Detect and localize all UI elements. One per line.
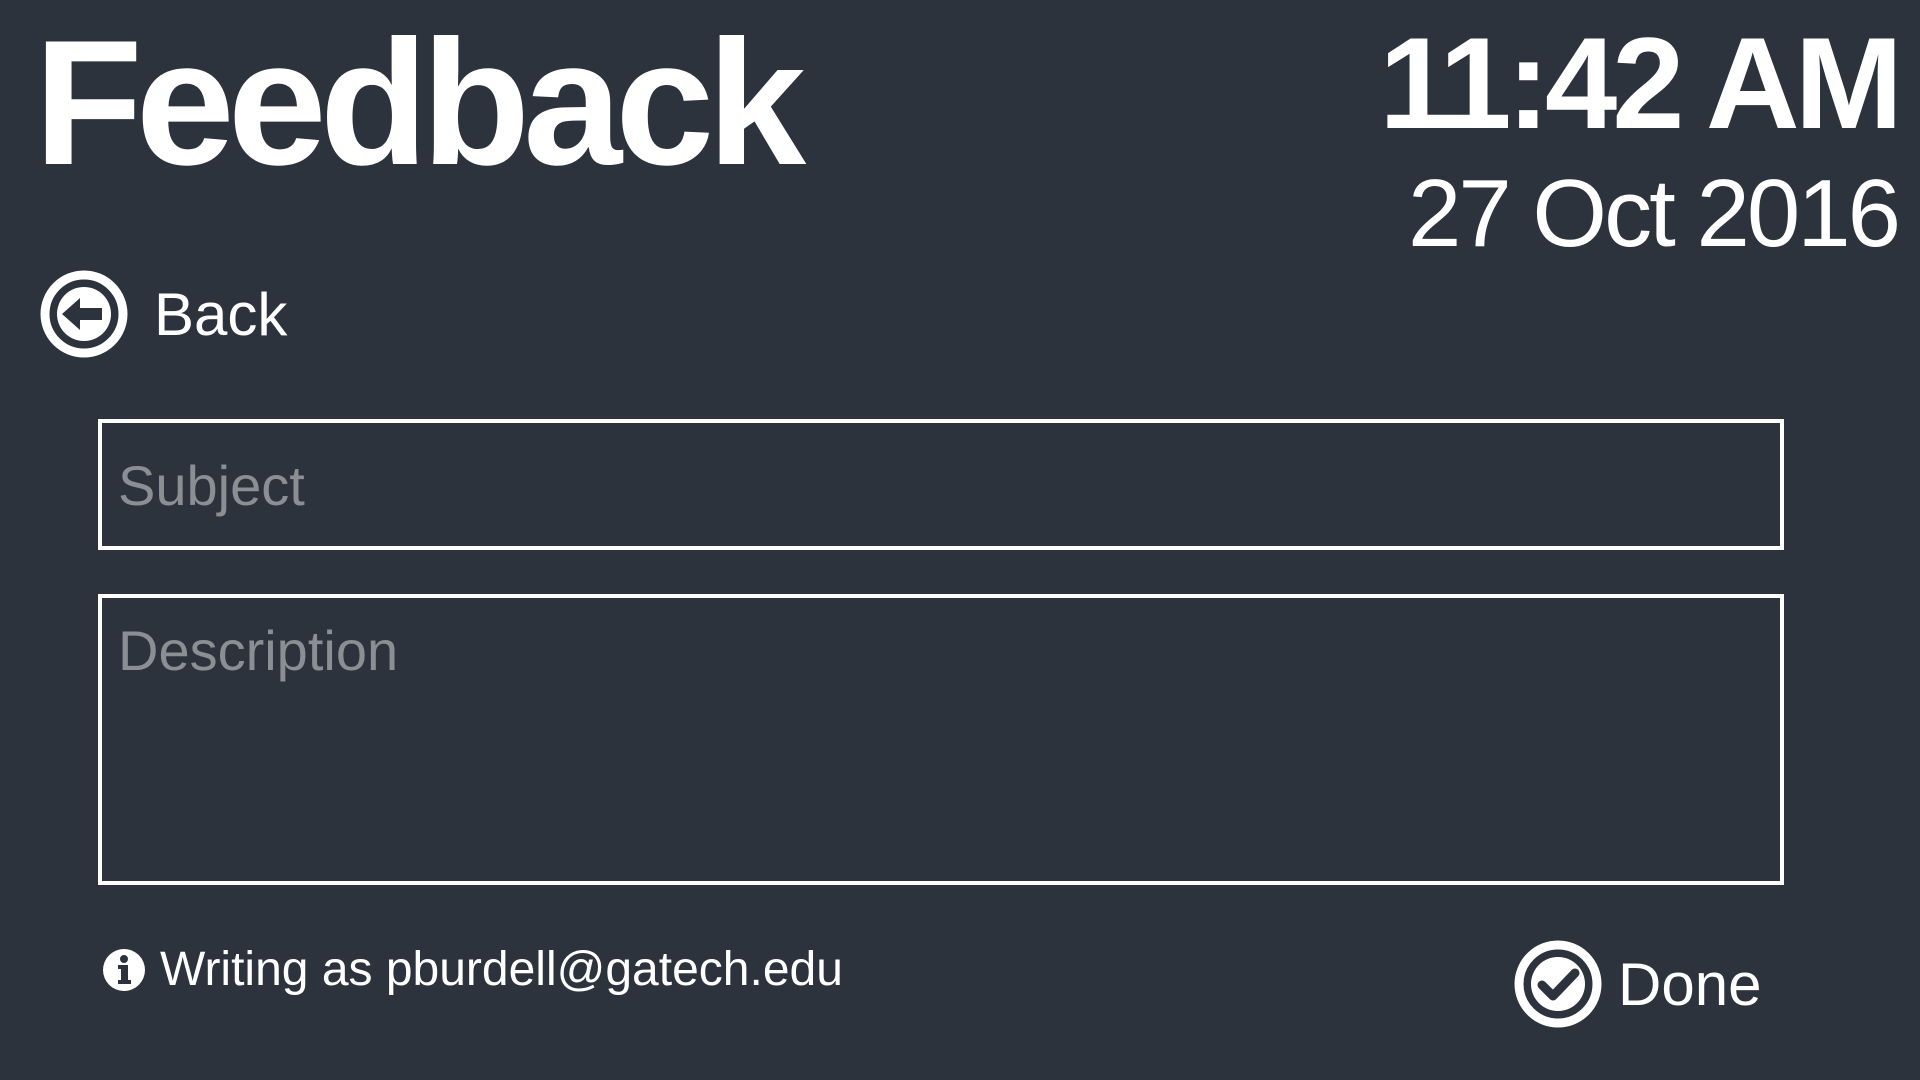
description-placeholder: Description bbox=[118, 619, 399, 682]
info-icon bbox=[102, 948, 160, 992]
description-textarea[interactable]: Description bbox=[98, 594, 1784, 885]
done-button[interactable]: Done bbox=[1514, 940, 1761, 1028]
clock-time: 11:42 AM bbox=[1379, 10, 1903, 156]
back-button[interactable]: Back bbox=[40, 270, 287, 358]
account-note: Writing as pburdell@gatech.edu bbox=[102, 942, 843, 997]
subject-placeholder: Subject bbox=[118, 454, 305, 517]
account-note-text: Writing as pburdell@gatech.edu bbox=[160, 943, 843, 996]
done-label: Done bbox=[1618, 950, 1762, 1018]
clock: 11:42 AM 27 Oct 2016 bbox=[1379, 10, 1903, 267]
checkmark-circle-icon bbox=[1514, 940, 1602, 1028]
clock-date: 27 Oct 2016 bbox=[1407, 160, 1901, 267]
back-label: Back bbox=[154, 280, 288, 348]
page-title: Feedback bbox=[34, 3, 806, 202]
subject-input[interactable]: Subject bbox=[98, 419, 1784, 550]
arrow-left-circle-icon bbox=[40, 270, 128, 358]
